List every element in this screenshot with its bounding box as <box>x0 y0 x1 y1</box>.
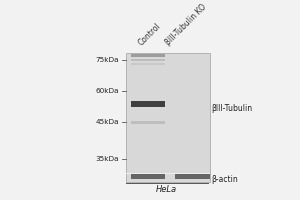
Bar <box>130 121 165 124</box>
Text: 75kDa: 75kDa <box>95 57 118 63</box>
Bar <box>130 59 165 61</box>
Bar <box>176 174 210 179</box>
Bar <box>130 54 165 57</box>
Text: HeLa: HeLa <box>156 185 177 194</box>
Bar <box>126 173 210 174</box>
Bar <box>130 174 165 179</box>
Text: Control: Control <box>136 21 163 47</box>
Bar <box>130 63 165 65</box>
Text: β-actin: β-actin <box>211 175 238 184</box>
Text: 35kDa: 35kDa <box>95 156 118 162</box>
Text: βIII-Tubulin KO: βIII-Tubulin KO <box>164 2 208 47</box>
Bar <box>130 101 165 107</box>
Text: 60kDa: 60kDa <box>95 88 118 94</box>
Text: 45kDa: 45kDa <box>95 119 118 125</box>
Text: βIII-Tubulin: βIII-Tubulin <box>211 104 252 113</box>
Bar <box>126 53 210 182</box>
